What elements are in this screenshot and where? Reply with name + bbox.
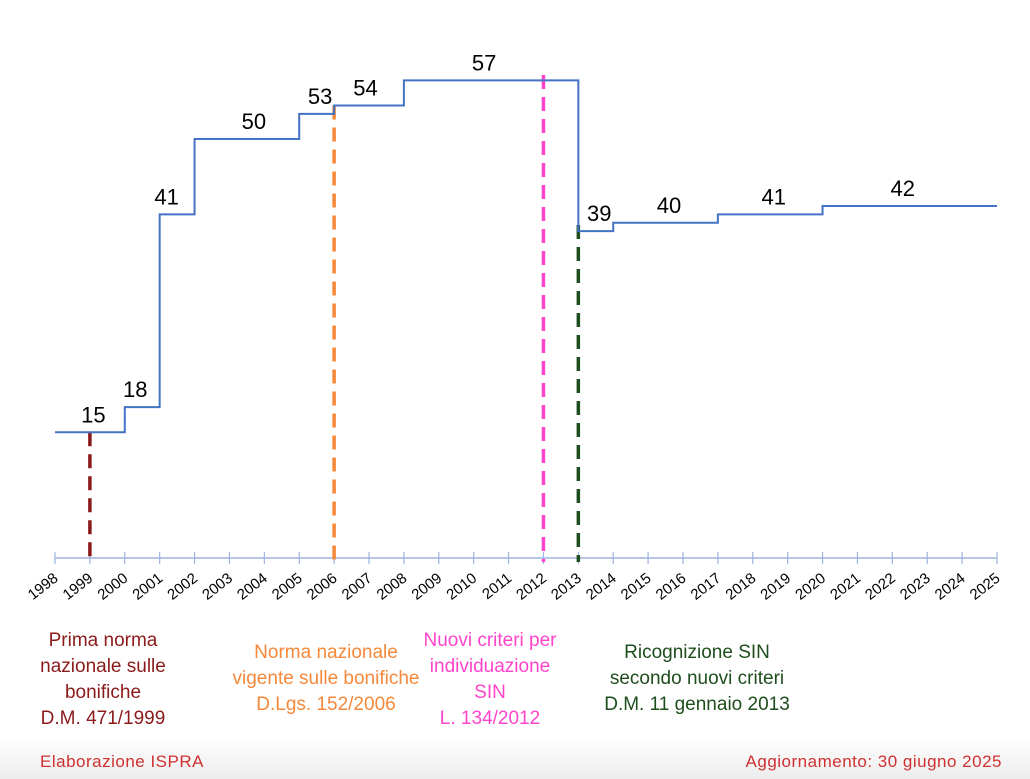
x-tick-label: 2015 [618, 570, 655, 604]
data-label: 57 [472, 50, 496, 75]
x-tick-label: 2007 [339, 570, 376, 604]
x-tick-label: 2011 [479, 570, 515, 603]
step-series-line [55, 79, 997, 434]
x-tick-label: 2021 [827, 570, 864, 604]
x-tick-label: 2008 [374, 570, 411, 604]
x-tick-label: 1999 [60, 570, 97, 604]
event-note: Prima norma nazionale sulle bonifiche D.M. … [40, 628, 166, 732]
x-tick-label: 2024 [932, 570, 969, 604]
update-label: Aggiornamento: 30 giugno 2025 [745, 752, 1002, 771]
data-label: 40 [657, 193, 681, 218]
event-note-line: vigente sulle bonifiche [232, 668, 420, 689]
event-note-line: nazionale sulle [40, 656, 166, 677]
x-tick-label: 2002 [164, 570, 201, 604]
x-tick-label: 2009 [408, 570, 445, 604]
x-tick-label: 2001 [129, 570, 166, 604]
footer-band [0, 738, 1030, 779]
x-tick-label: 1998 [25, 570, 62, 604]
x-tick-label: 2000 [94, 570, 131, 604]
event-note-line: Ricognizione SIN [624, 642, 770, 663]
x-tick-label: 2018 [722, 570, 759, 604]
event-note-line: individuazione [429, 656, 551, 677]
data-label: 18 [123, 377, 147, 402]
data-label: 41 [154, 184, 178, 209]
x-tick-label: 2017 [688, 570, 725, 604]
source-label: Elaborazione ISPRA [40, 752, 204, 771]
data-label: 15 [81, 402, 105, 427]
x-tick-label: 2012 [513, 570, 550, 604]
step-chart: 1998199920002001200220032004200520062007… [25, 50, 1004, 604]
event-note-line: Norma nazionale [254, 642, 398, 663]
x-tick-label: 2014 [583, 570, 620, 604]
data-label: 50 [242, 109, 266, 134]
event-note-line: bonifiche [64, 682, 142, 703]
event-note-line: secondo nuovi criteri [609, 668, 785, 689]
event-note: Norma nazionale vigente sulle bonifiche D.… [233, 640, 420, 718]
x-tick-label: 2025 [967, 570, 1004, 604]
data-label: 53 [308, 84, 332, 109]
event-note-line: Nuovi criteri per [423, 630, 557, 651]
x-tick-label: 2003 [199, 570, 236, 604]
data-label: 42 [891, 176, 915, 201]
x-tick-label: 2013 [548, 570, 585, 604]
event-note-line: D.Lgs. 152/2006 [256, 694, 396, 715]
event-note-line: SIN [474, 682, 506, 703]
event-note: Nuovi criteri per individuazione SIN L. 134… [423, 628, 556, 732]
x-tick-label: 2005 [269, 570, 306, 604]
event-note-line: D.M. 471/1999 [40, 708, 166, 729]
data-label: 54 [353, 75, 377, 100]
event-note-line: Prima norma [48, 630, 158, 651]
x-tick-label: 2019 [757, 570, 794, 604]
x-tick-label: 2016 [653, 570, 690, 604]
data-label: 41 [761, 184, 785, 209]
event-note-line: D.M. 11 gennaio 2013 [604, 694, 790, 715]
event-note: Ricognizione SIN secondo nuovi criteri D.M… [604, 640, 790, 718]
x-tick-label: 2023 [897, 570, 934, 604]
x-tick-label: 2022 [862, 570, 899, 604]
event-note-line: L. 134/2012 [439, 708, 541, 729]
x-tick-label: 2010 [443, 570, 480, 604]
data-label: 39 [587, 201, 611, 226]
x-tick-label: 2020 [792, 570, 829, 604]
x-tick-label: 2004 [234, 570, 271, 604]
x-tick-label: 2006 [304, 570, 341, 604]
